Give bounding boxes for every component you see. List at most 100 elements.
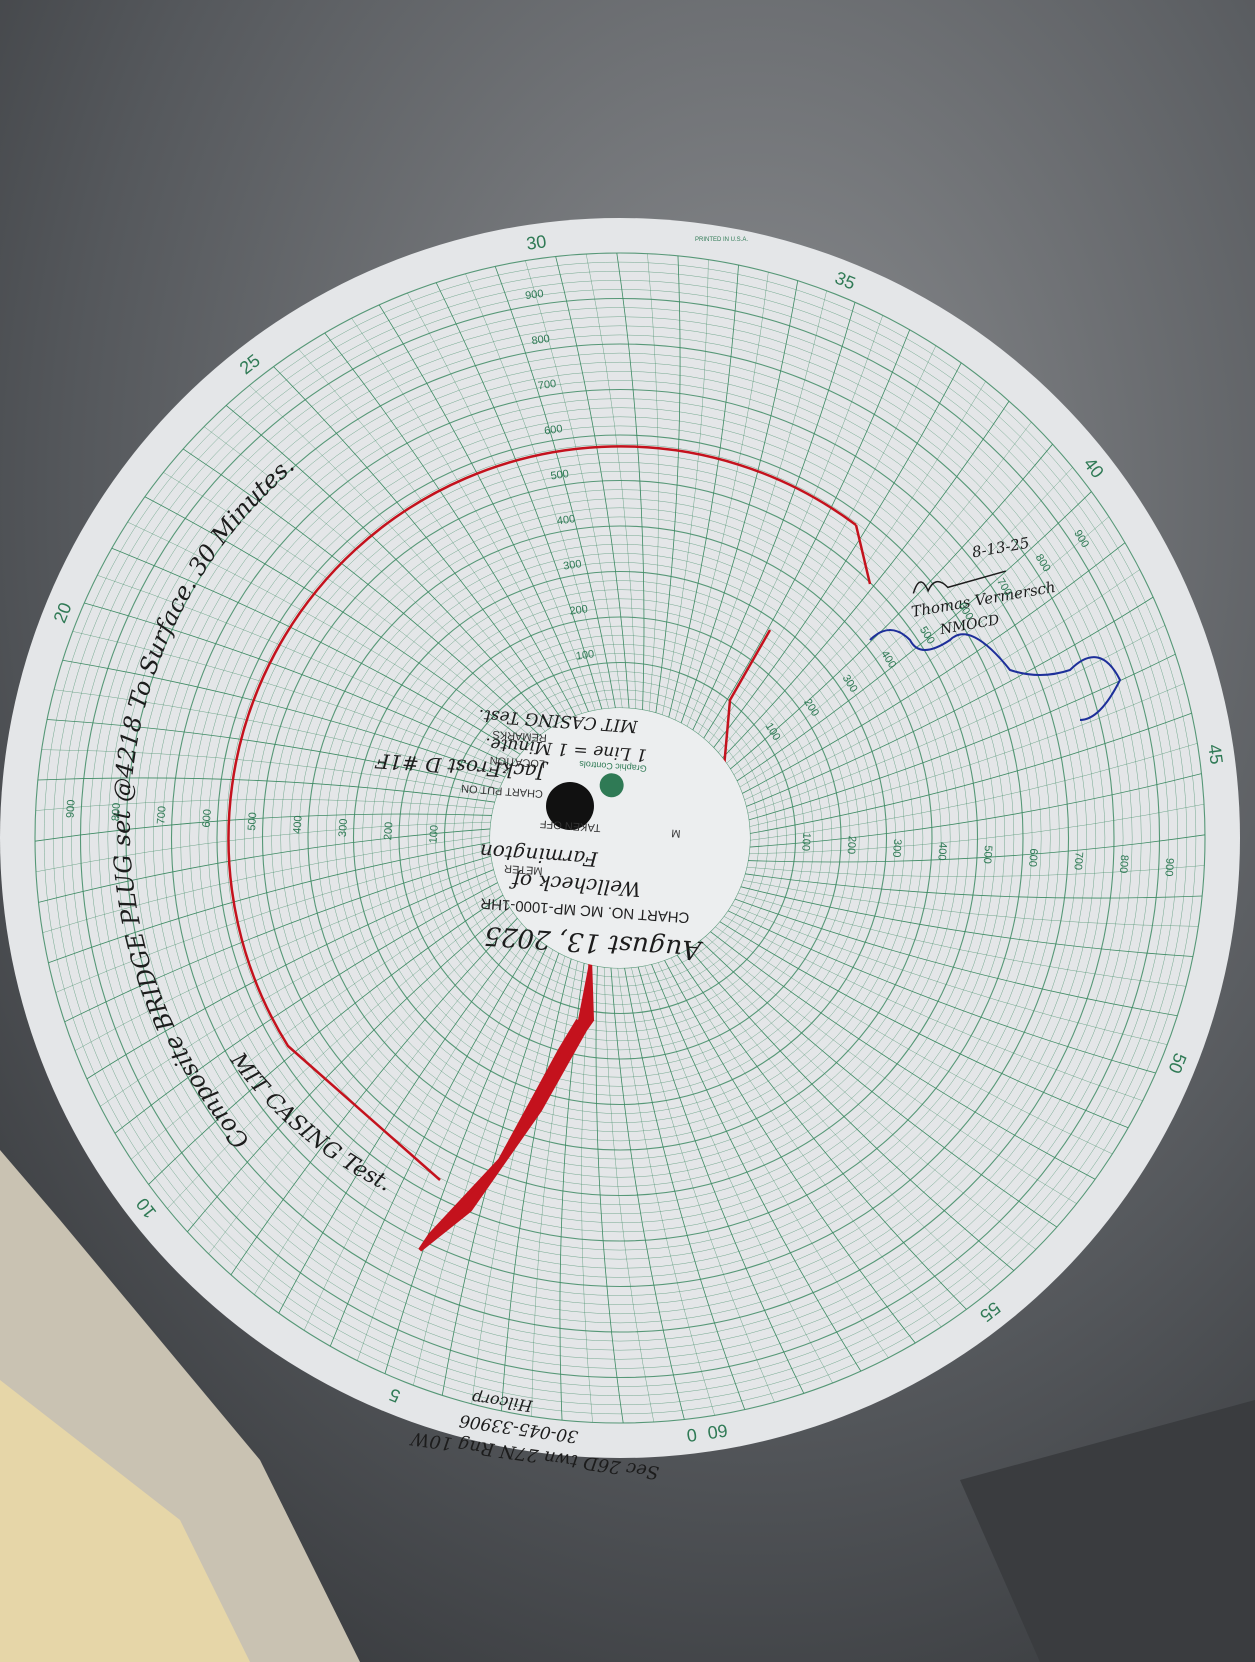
grid-spoke: [167, 900, 507, 1209]
grid-spoke: [726, 421, 1032, 764]
grid-spoke: [734, 898, 1178, 1017]
grid-spoke: [610, 967, 685, 1420]
m-label: M: [671, 827, 681, 840]
grid-spoke: [703, 329, 911, 739]
pressure-label: 400: [556, 513, 576, 527]
minute-label: 0: [685, 1424, 698, 1445]
grid-spoke: [127, 521, 526, 750]
chart-grid: [34, 252, 1206, 1424]
grid-ring: [298, 516, 942, 1160]
grid-spoke: [494, 266, 616, 709]
pen-trace: [227, 445, 857, 1181]
grid-spoke: [72, 631, 509, 772]
taken-off-label: TAKEN OFF: [539, 817, 601, 833]
grid-ring: [289, 507, 951, 1169]
grid-spoke: [324, 332, 576, 717]
grid-spoke: [713, 362, 962, 748]
grid-ring: [43, 261, 1197, 1415]
grid-spoke: [670, 957, 942, 1327]
grid-ring: [326, 544, 914, 1132]
grid-ring: [443, 661, 797, 1015]
grid-spoke: [586, 253, 637, 709]
grid-spoke: [35, 821, 491, 872]
brand-logo: [599, 773, 624, 798]
pressure-label: 400: [291, 815, 304, 834]
pressure-label: 100: [799, 832, 812, 851]
grid-spoke: [749, 712, 1192, 834]
grid-ring: [216, 434, 1024, 1242]
grid-spoke: [705, 935, 1077, 1204]
grid-spoke: [631, 967, 775, 1403]
grid-ring: [261, 479, 979, 1197]
pressure-label: 100: [428, 825, 441, 844]
grid-spoke: [48, 842, 491, 964]
grid-ring: [235, 453, 1005, 1223]
grid-spoke: [357, 941, 542, 1361]
grid-spoke: [208, 912, 514, 1255]
grid-spoke: [230, 917, 518, 1276]
grid-spoke: [47, 719, 500, 790]
grid-spoke: [42, 835, 491, 933]
grid-spoke: [249, 385, 558, 725]
grid-spoke: [742, 880, 1199, 927]
grid-ring: [362, 580, 878, 1096]
grid-ring: [316, 534, 924, 1142]
grid-spoke: [54, 689, 503, 784]
grid-spoke: [674, 272, 769, 721]
grid-spoke: [747, 625, 1166, 814]
grid-spoke: [657, 962, 889, 1358]
grid-spoke: [225, 405, 552, 729]
grid-ring: [107, 325, 1133, 1351]
grid-ring: [125, 343, 1115, 1333]
grid-ring: [71, 289, 1169, 1387]
grid-spoke: [708, 345, 937, 744]
grid-ring: [371, 589, 869, 1087]
pressure-label: 600: [201, 809, 214, 828]
minute-label: 30: [525, 231, 548, 254]
grid-ring: [153, 371, 1087, 1305]
grid-ring: [435, 653, 805, 1023]
grid-spoke: [62, 659, 506, 778]
grid-spoke: [698, 315, 883, 735]
grid-spoke: [465, 273, 609, 709]
chart-put-on-label: CHART PUT ON: [461, 782, 544, 800]
grid-spoke: [682, 951, 991, 1291]
grid-spoke: [676, 954, 967, 1310]
grid-ring: [225, 443, 1015, 1233]
grid-spoke: [100, 875, 496, 1107]
grid-spoke: [736, 491, 1092, 782]
location-label: LOCATION: [489, 754, 545, 770]
grid-spoke: [644, 965, 833, 1384]
grid-ring: [98, 316, 1142, 1360]
grid-spoke: [273, 366, 564, 722]
grid-ring: [352, 570, 888, 1106]
grid-spoke: [740, 886, 1193, 957]
grid-spoke: [719, 921, 1129, 1129]
pressure-label: 900: [64, 799, 77, 818]
pressure-label: 600: [543, 423, 563, 437]
grid-ring: [134, 352, 1106, 1324]
grid-spoke: [616, 252, 645, 710]
pressure-label: 200: [382, 821, 395, 840]
minute-label: 45: [1204, 743, 1227, 766]
grid-spoke: [525, 260, 623, 709]
minute-label: 60: [706, 1420, 729, 1443]
grid-spoke: [749, 743, 1198, 841]
pressure-label: 100: [575, 648, 595, 662]
grid-spoke: [37, 777, 496, 803]
grid-spoke: [531, 960, 578, 1417]
pressure-label: 300: [337, 818, 350, 837]
grid-ring: [344, 562, 896, 1114]
grid-spoke: [733, 467, 1073, 776]
grid-spoke: [384, 945, 548, 1374]
pressure-label: 500: [246, 812, 259, 831]
pressure-label: 500: [550, 468, 570, 482]
pressure-label: 800: [1117, 854, 1130, 873]
pressure-label: 800: [531, 333, 551, 347]
grid-spoke: [163, 472, 535, 741]
grid-spoke: [303, 932, 532, 1331]
grid-spoke: [329, 937, 537, 1347]
grid-ring: [116, 334, 1124, 1342]
grid-spoke: [699, 940, 1058, 1228]
